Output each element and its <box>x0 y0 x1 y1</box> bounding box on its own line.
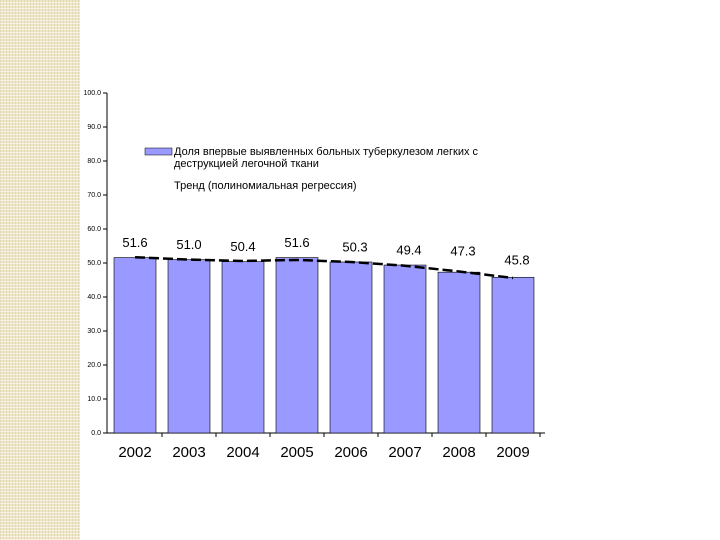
x-tick-label: 2004 <box>226 444 259 461</box>
value-label: 51.0 <box>176 237 201 252</box>
bar <box>113 257 157 434</box>
y-tick-label: 50.0 <box>87 260 101 267</box>
y-tick-label: 0.0 <box>91 430 101 437</box>
value-label: 47.3 <box>450 244 475 259</box>
y-tick-label: 20.0 <box>87 362 101 369</box>
y-tick-label: 90.0 <box>87 124 101 131</box>
decorative-strip <box>0 0 80 540</box>
value-label: 50.3 <box>342 239 367 254</box>
value-label: 51.6 <box>122 235 147 250</box>
x-tick-label: 2003 <box>172 444 205 461</box>
y-tick-label: 80.0 <box>87 158 101 165</box>
bar <box>437 271 481 434</box>
x-tick-label: 2009 <box>496 444 529 461</box>
x-tick-label: 2006 <box>334 444 367 461</box>
value-label: 51.6 <box>284 235 309 250</box>
y-tick-label: 30.0 <box>87 328 101 335</box>
bar <box>167 259 211 434</box>
legend-label: Тренд (полиномиальная регрессия) <box>174 180 357 192</box>
bar <box>275 257 319 434</box>
x-tick-label: 2008 <box>442 444 475 461</box>
bar <box>383 264 427 434</box>
bar <box>491 276 535 434</box>
legend-label: Доля впервые выявленных больных туберкул… <box>174 146 479 170</box>
value-label: 45.8 <box>504 253 529 268</box>
bar <box>329 261 373 434</box>
legend-swatch <box>144 147 173 156</box>
y-tick-label: 70.0 <box>87 192 101 199</box>
x-tick-label: 2007 <box>388 444 421 461</box>
y-tick-label: 100.0 <box>83 90 101 97</box>
x-tick-label: 2002 <box>118 444 151 461</box>
value-label: 50.4 <box>230 239 255 254</box>
x-tick-label: 2005 <box>280 444 313 461</box>
bar <box>221 261 265 434</box>
y-tick-label: 40.0 <box>87 294 101 301</box>
y-tick-label: 60.0 <box>87 226 101 233</box>
trend-line <box>134 255 514 280</box>
value-label: 49.4 <box>396 242 421 257</box>
y-tick-label: 10.0 <box>87 396 101 403</box>
